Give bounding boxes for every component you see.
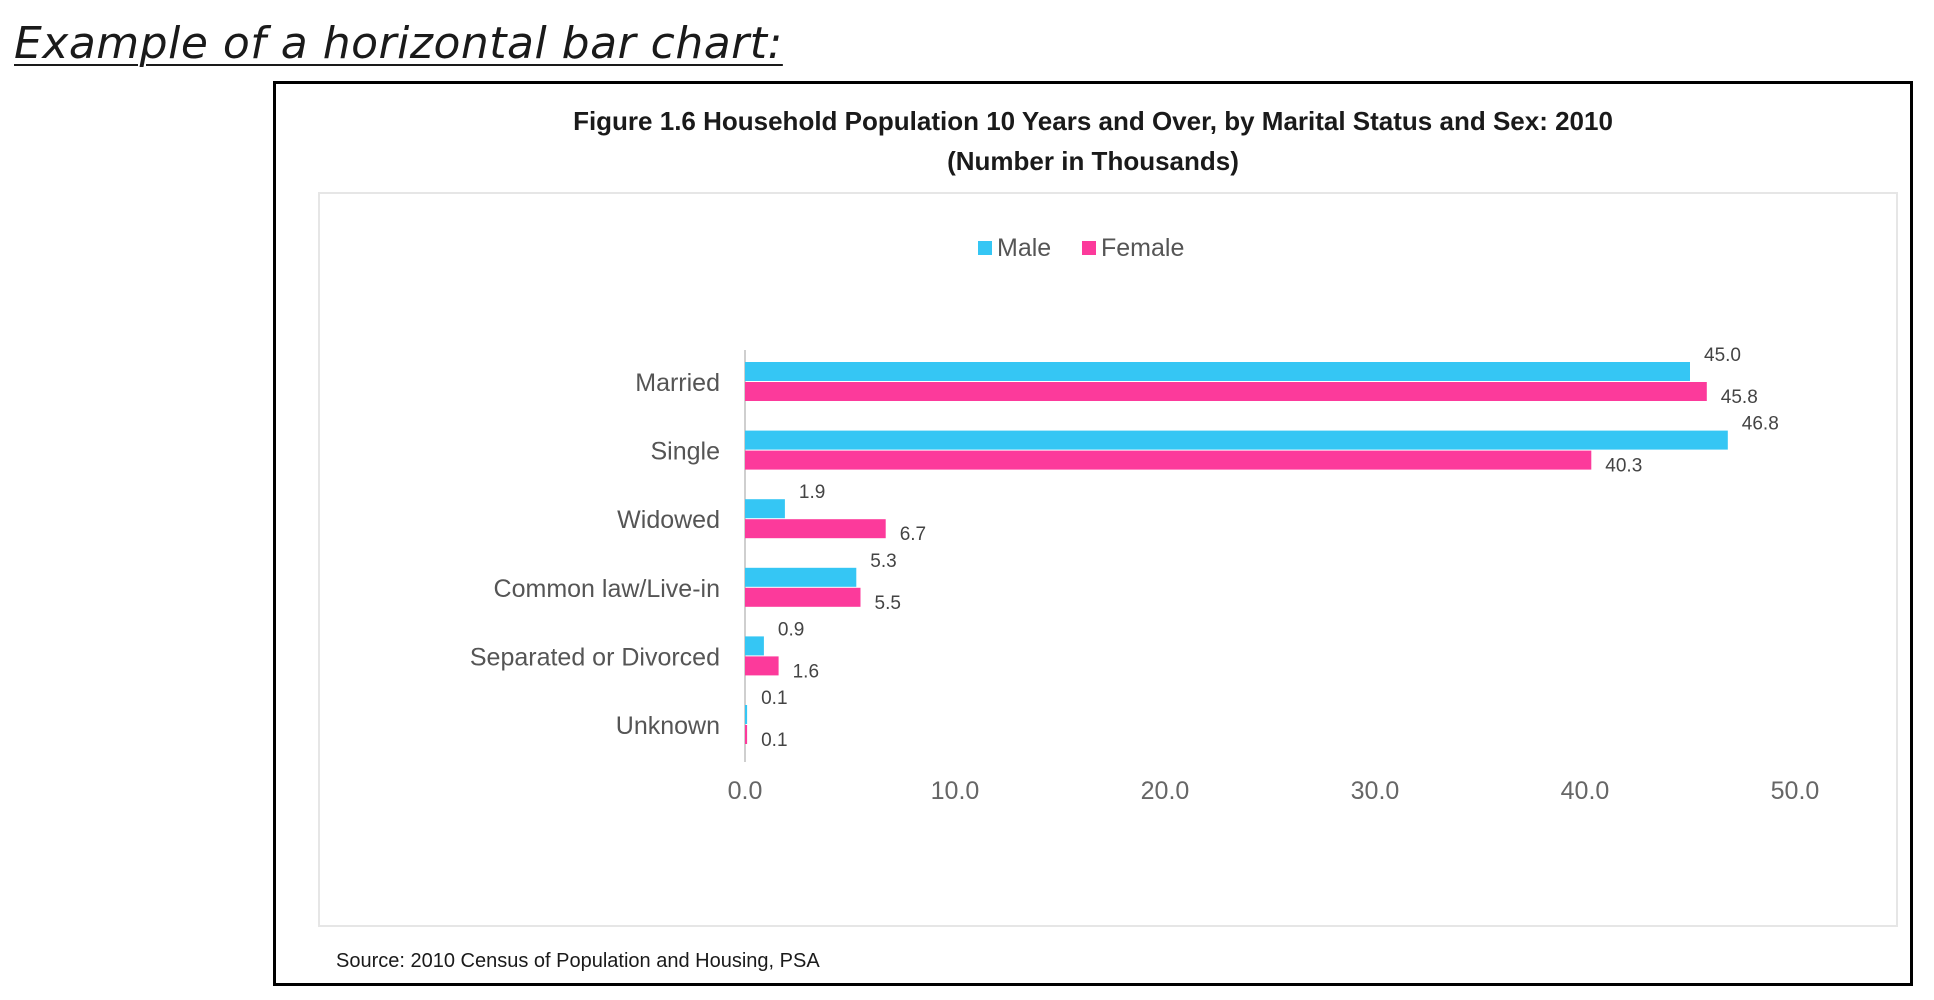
- bar-female-common-law-live-in: [745, 587, 861, 607]
- data-label-male-widowed: 1.9: [799, 482, 825, 503]
- category-labels: Married Single Widowed Common law/Live-in Se…: [470, 369, 720, 740]
- data-label-female-common-law-live-in: 5.5: [875, 593, 901, 614]
- category-label-unknown: Unknown: [616, 712, 720, 740]
- data-label-female-separated-or-divorced: 1.6: [793, 661, 819, 682]
- chart-frame: Figure 1.6 Household Population 10 Years…: [273, 81, 1913, 986]
- bars-group: 45.0 45.8 46.8 40.3 1.9 6.75.3 5.5 0.9 1.6 0.1 0.1: [745, 345, 1779, 751]
- category-label-separated-or-divorced: Separated or Divorced: [470, 643, 720, 671]
- legend-male-label: Male: [997, 234, 1051, 262]
- x-tick-labels: 0.0 10.0 20.0 30.0 40.0 50.0: [728, 777, 1820, 805]
- category-label-common-law-live-in: Common law/Live-in: [494, 575, 720, 603]
- data-label-male-unknown: 0.1: [761, 688, 787, 709]
- bar-female-single: [745, 450, 1592, 470]
- data-label-male-single: 46.8: [1742, 414, 1779, 435]
- bar-male-widowed: [745, 499, 785, 519]
- category-label-widowed: Widowed: [617, 506, 720, 534]
- bar-male-common-law-live-in: [745, 567, 857, 587]
- bar-male-unknown: [745, 705, 748, 724]
- x-tick-label: 40.0: [1561, 777, 1610, 805]
- data-label-female-married: 45.8: [1721, 387, 1758, 408]
- plot-area: [318, 192, 1898, 927]
- legend-female-label: Female: [1101, 234, 1184, 262]
- data-label-female-unknown: 0.1: [761, 730, 787, 751]
- category-label-married: Married: [635, 369, 720, 397]
- bar-male-single: [745, 430, 1728, 450]
- x-tick-label: 30.0: [1351, 777, 1400, 805]
- bar-female-married: [745, 382, 1707, 401]
- bar-male-separated-or-divorced: [745, 636, 764, 656]
- legend: Male Female: [978, 234, 1184, 262]
- x-tick-label: 0.0: [728, 777, 763, 805]
- bar-female-widowed: [745, 519, 886, 539]
- data-label-female-single: 40.3: [1605, 456, 1642, 477]
- bar-male-married: [745, 362, 1690, 381]
- data-label-male-separated-or-divorced: 0.9: [778, 619, 804, 640]
- legend-female-swatch: [1082, 241, 1096, 255]
- chart-title: Figure 1.6 Household Population 10 Years…: [573, 106, 1613, 136]
- x-tick-label: 10.0: [931, 777, 980, 805]
- data-label-male-common-law-live-in: 5.3: [870, 551, 896, 572]
- page-heading: Example of a horizontal bar chart:: [14, 18, 783, 69]
- data-label-male-married: 45.0: [1704, 345, 1741, 366]
- data-label-female-widowed: 6.7: [900, 524, 926, 545]
- x-tick-label: 20.0: [1141, 777, 1190, 805]
- bar-female-unknown: [745, 725, 748, 744]
- category-label-single: Single: [651, 438, 721, 466]
- legend-male-swatch: [978, 241, 992, 255]
- source-note: Source: 2010 Census of Population and Ho…: [336, 950, 820, 972]
- x-tick-label: 50.0: [1771, 777, 1820, 805]
- bar-female-separated-or-divorced: [745, 656, 779, 676]
- chart-subtitle: (Number in Thousands): [947, 146, 1239, 176]
